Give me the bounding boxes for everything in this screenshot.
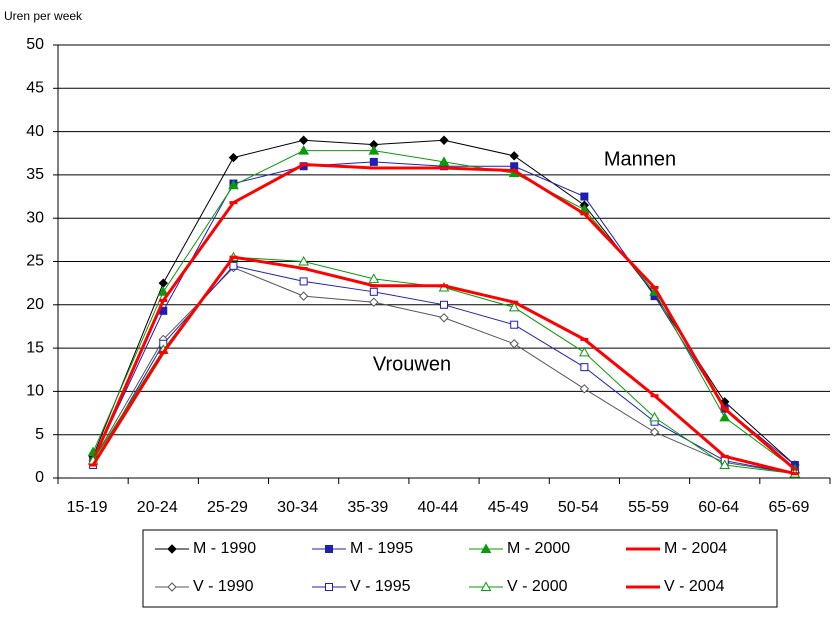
legend-label: V - 2000	[507, 578, 568, 595]
x-tick-label: 60-64	[698, 499, 739, 516]
x-tick-label: 40-44	[418, 499, 459, 516]
annotation: Vrouwen	[373, 353, 451, 375]
legend-marker	[325, 583, 333, 591]
x-tick-label: 65-69	[768, 499, 809, 516]
data-point	[508, 301, 520, 312]
legend-marker	[325, 545, 333, 553]
legend-label: M - 2000	[507, 540, 570, 557]
x-tick-label: 25-29	[207, 499, 248, 516]
data-point	[157, 286, 169, 296]
y-tick-label: 15	[26, 339, 44, 356]
data-point	[369, 297, 379, 307]
y-tick-label: 35	[26, 166, 44, 183]
data-point	[298, 291, 309, 301]
y-tick-label: 0	[35, 469, 44, 486]
legend-label: M - 2004	[664, 540, 727, 557]
y-tick-label: 5	[35, 426, 44, 443]
annotation: Mannen	[604, 148, 676, 170]
x-tick-label: 15-19	[67, 499, 108, 516]
data-point	[579, 384, 590, 394]
data-point	[158, 278, 168, 288]
x-tick-label: 45-49	[488, 499, 529, 516]
data-point	[439, 135, 449, 145]
data-point	[298, 145, 309, 155]
data-point	[368, 273, 380, 283]
data-point	[228, 179, 239, 190]
y-tick-label: 45	[26, 80, 44, 97]
x-tick-label: 55-59	[628, 499, 669, 516]
legend-marker	[167, 544, 177, 554]
data-point	[719, 411, 731, 422]
data-point	[580, 192, 589, 201]
x-tick-label: 20-24	[137, 499, 178, 516]
data-point	[299, 277, 308, 286]
y-tick-label: 30	[26, 209, 44, 226]
data-point	[649, 427, 660, 437]
x-tick-label: 30-34	[277, 499, 318, 516]
data-point	[439, 313, 449, 323]
legend-label: M - 1995	[350, 540, 413, 557]
legend-label: V - 2004	[664, 578, 725, 595]
y-axis-label: Uren per week	[4, 9, 83, 23]
legend-label: M - 1990	[193, 540, 256, 557]
y-tick-label: 20	[26, 296, 44, 313]
series-line	[92, 150, 796, 470]
data-point	[649, 411, 660, 422]
data-point	[228, 152, 239, 163]
data-point	[298, 255, 309, 266]
data-point	[229, 261, 238, 270]
data-point	[369, 287, 378, 296]
data-point	[510, 320, 519, 329]
y-tick-label: 40	[26, 123, 44, 140]
data-point	[438, 156, 450, 166]
data-point	[368, 145, 380, 155]
x-tick-label: 50-54	[558, 499, 599, 516]
data-point	[719, 459, 731, 470]
legend-box	[142, 529, 778, 608]
y-tick-label: 25	[26, 253, 44, 270]
data-point	[369, 157, 378, 166]
legend-marker	[167, 582, 177, 592]
data-point	[440, 300, 448, 309]
legend-label: V - 1995	[350, 578, 411, 595]
data-point	[579, 346, 590, 357]
data-point	[580, 363, 589, 372]
x-tick-label: 35-39	[347, 499, 388, 516]
data-point	[509, 151, 519, 161]
y-tick-label: 50	[26, 36, 44, 53]
legend-marker	[480, 581, 492, 591]
legend-marker	[480, 543, 492, 553]
y-tick-label: 10	[26, 383, 44, 400]
data-point	[298, 135, 309, 145]
data-point	[509, 339, 519, 349]
legend-label: V - 1990	[193, 578, 254, 595]
